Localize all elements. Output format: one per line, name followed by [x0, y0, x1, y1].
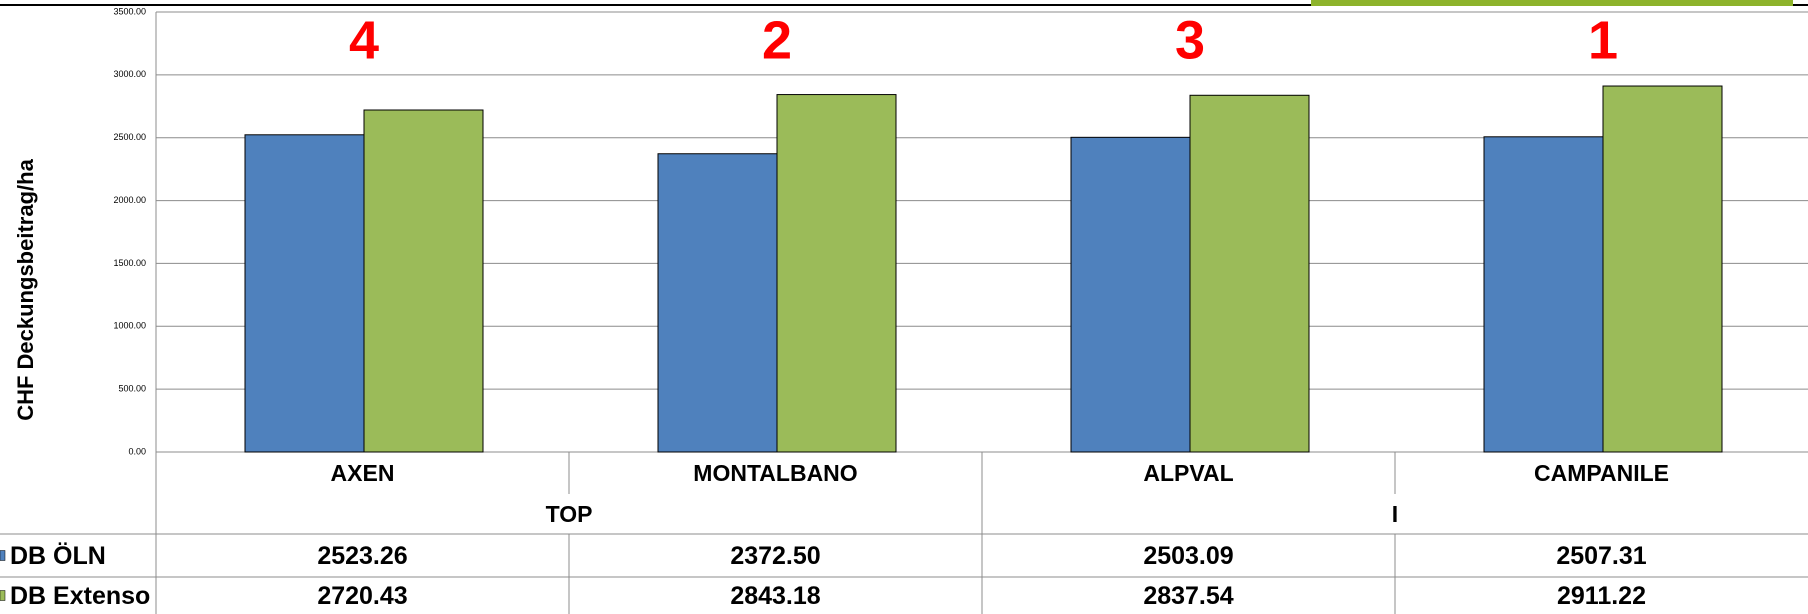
- bar: [1602, 85, 1723, 453]
- y-tick-label: 1500.00: [113, 258, 146, 268]
- header-accent: [1311, 0, 1793, 6]
- y-tick-label: 2000.00: [113, 195, 146, 205]
- y-tick-label: 2500.00: [113, 132, 146, 142]
- y-tick-label: 1000.00: [113, 321, 146, 331]
- bar: [776, 94, 897, 453]
- bar: [657, 153, 778, 453]
- x-tick-label: MONTALBANO: [693, 460, 857, 486]
- x-tick-label: ALPVAL: [1143, 460, 1233, 486]
- rank-label: 1: [1588, 10, 1618, 70]
- y-tick-label: 3500.00: [113, 6, 146, 16]
- legend-swatch: [0, 590, 6, 601]
- bar: [1483, 136, 1604, 453]
- bar: [1070, 136, 1191, 453]
- group-label: TOP: [546, 501, 593, 527]
- rank-label: 3: [1175, 10, 1205, 70]
- legend-label: DB Extenso: [10, 582, 150, 610]
- table-value: 2507.31: [1556, 542, 1646, 570]
- legend-label: DB ÖLN: [10, 541, 106, 570]
- y-tick-label: 500.00: [118, 384, 146, 394]
- table-value: 2843.18: [730, 582, 820, 610]
- y-tick-label: 3000.00: [113, 69, 146, 79]
- x-tick-label: AXEN: [331, 460, 395, 486]
- table-value: 2503.09: [1143, 542, 1233, 570]
- table-value: 2372.50: [730, 542, 820, 570]
- bar: [244, 134, 365, 453]
- table-value: 2911.22: [1557, 582, 1646, 610]
- table-value: 2523.26: [317, 542, 407, 570]
- table-value: 2720.43: [317, 582, 407, 610]
- y-axis-label: CHF Deckungsbeitrag/ha: [13, 158, 38, 420]
- table-value: 2837.54: [1143, 582, 1233, 610]
- legend-swatch: [0, 550, 6, 561]
- rank-label: 4: [349, 10, 379, 70]
- x-tick-label: CAMPANILE: [1534, 460, 1669, 486]
- group-label: I: [1392, 501, 1398, 527]
- y-tick-label: 0.00: [128, 446, 146, 456]
- bar: [363, 109, 484, 453]
- bar: [1189, 94, 1310, 453]
- rank-label: 2: [762, 10, 792, 70]
